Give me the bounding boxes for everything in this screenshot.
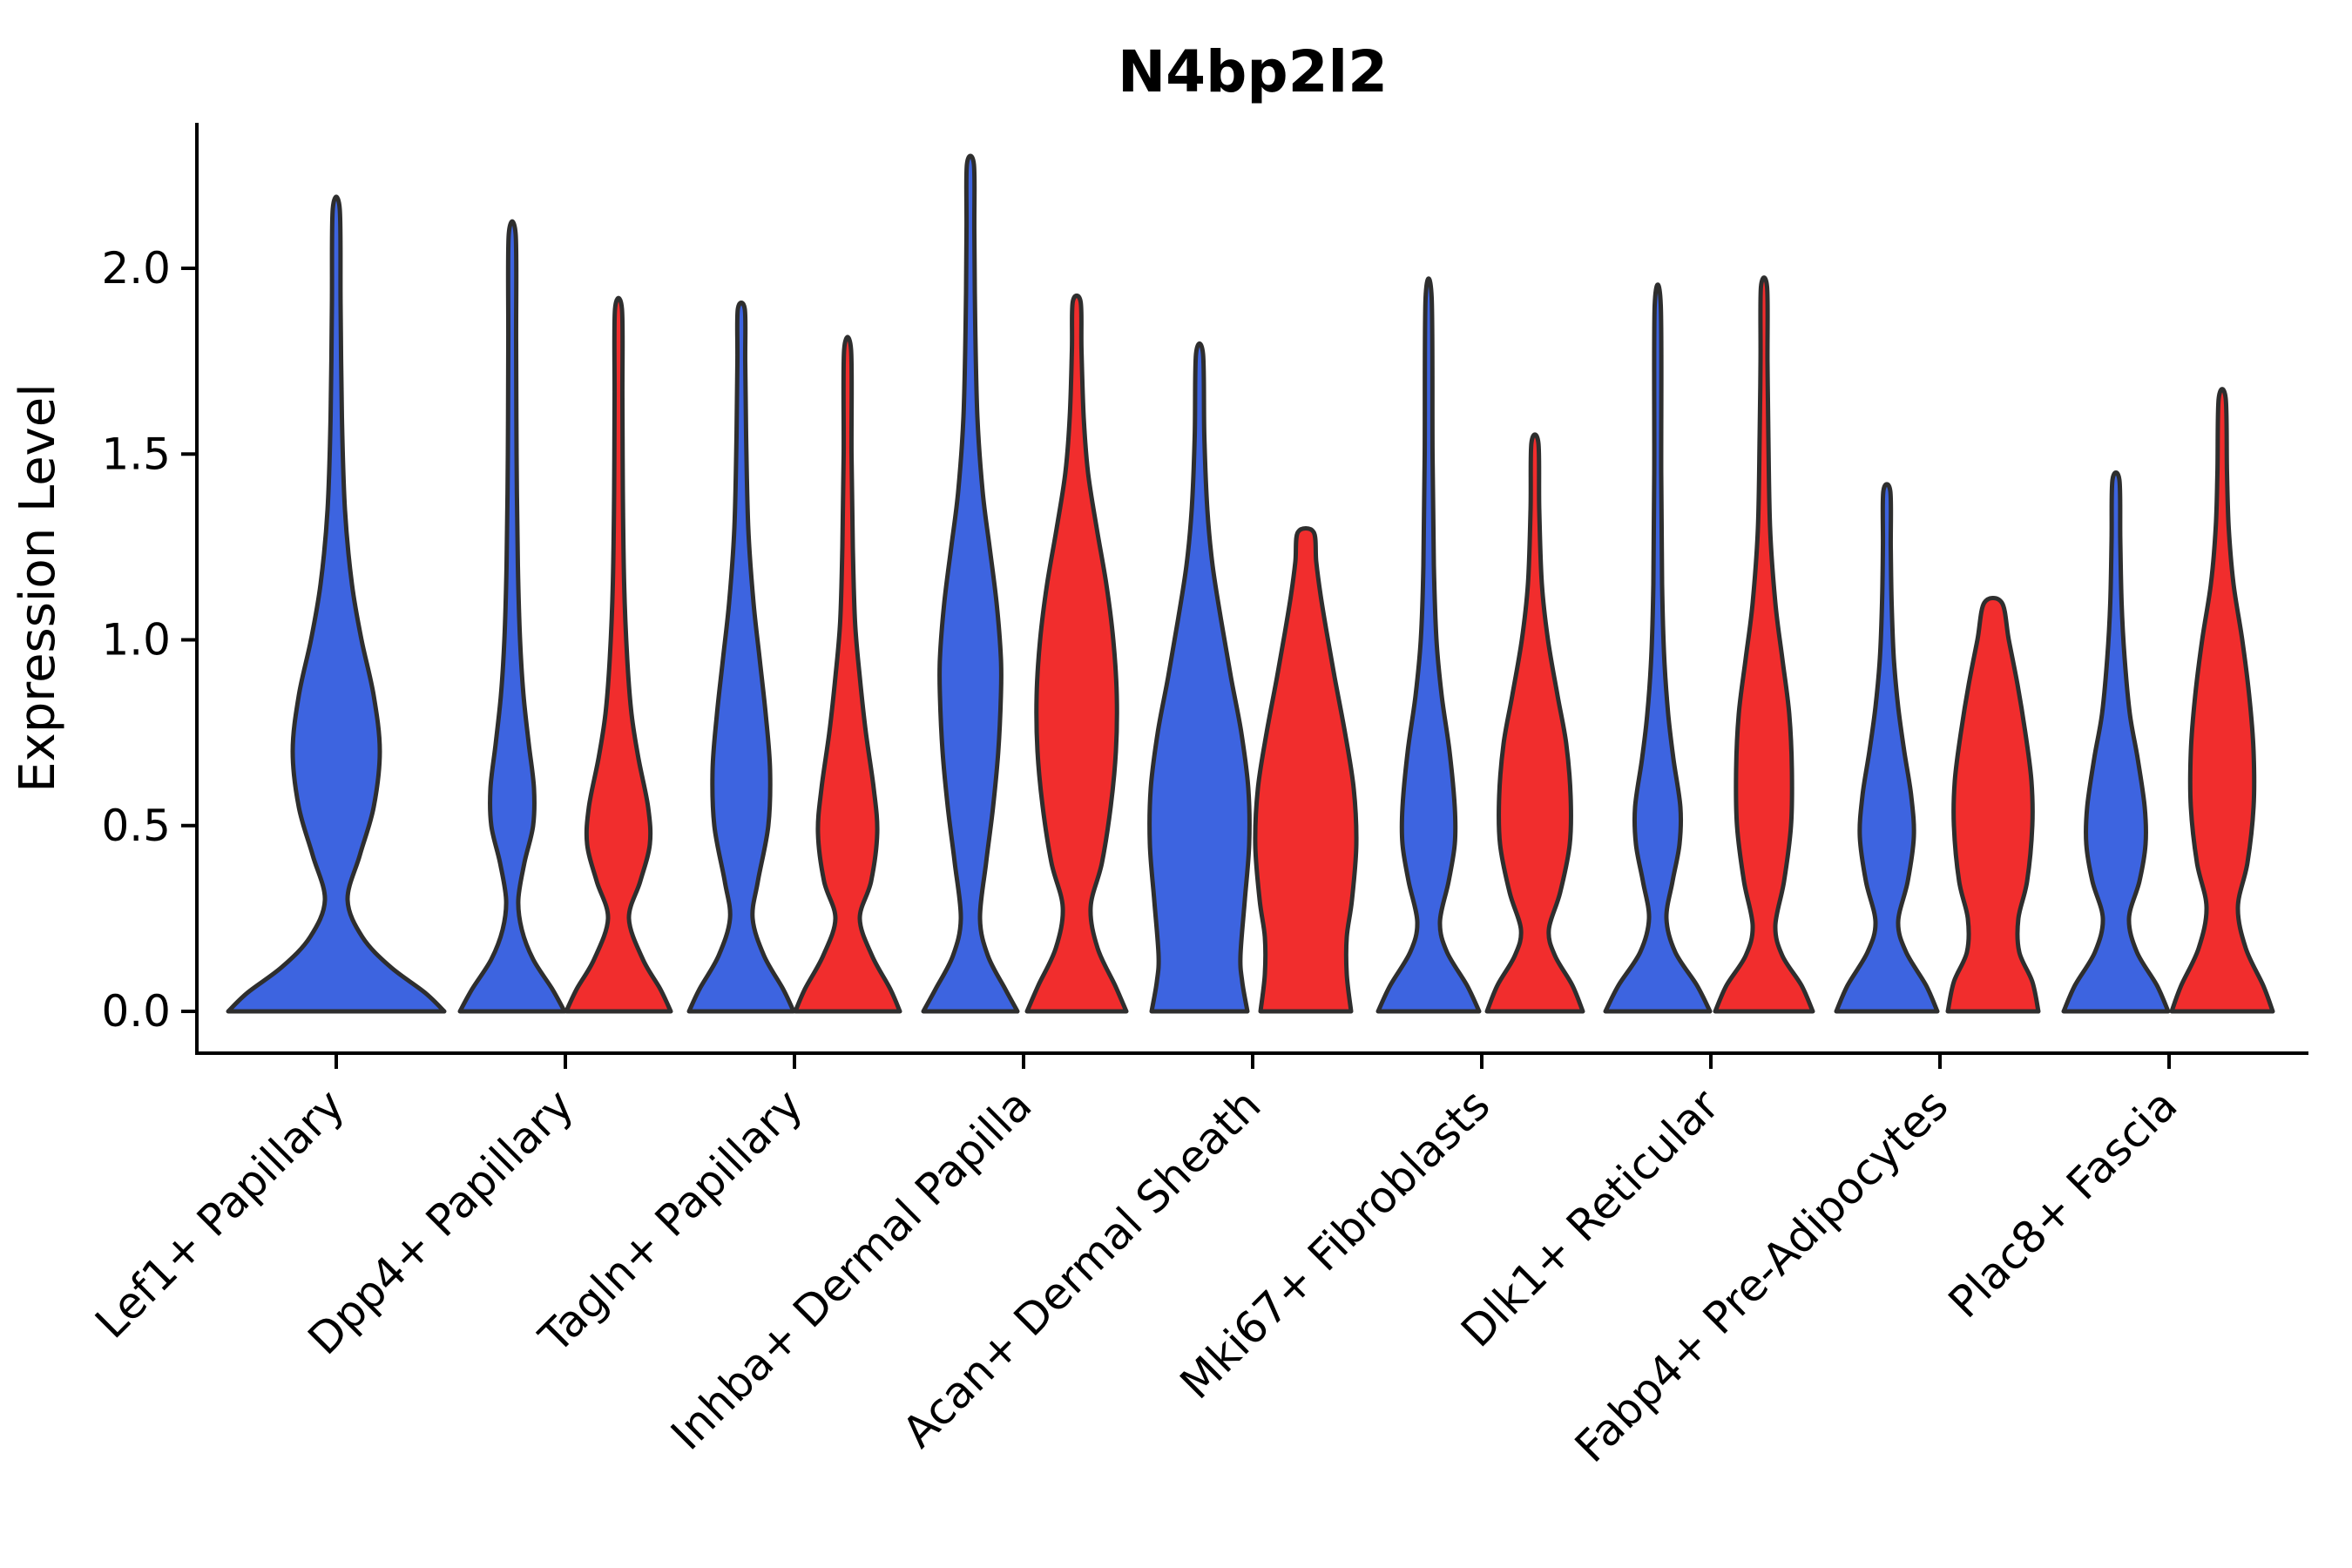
- violin-dlk1-reticular-blue: [1603, 282, 1713, 1014]
- violin-fabp4-pre-adipocytes-red: [1945, 595, 2041, 1014]
- violin-acan-dermal-sheath-blue: [1147, 341, 1252, 1014]
- violin-tagln-papillary-blue: [686, 300, 796, 1014]
- y-tick-label-0.5: 0.5: [101, 801, 171, 851]
- violin-plac8-fascia-blue: [2061, 470, 2171, 1014]
- violin-tagln-papillary-red: [793, 335, 902, 1014]
- y-tick-label-2.0: 2.0: [101, 243, 171, 294]
- violin-plac8-fascia-red: [2169, 387, 2275, 1014]
- violin-lef1-papillary-blue: [226, 194, 447, 1014]
- plot-title: N4bp2l2: [1118, 38, 1388, 105]
- violin-inhba-dermal-papilla-red: [1024, 294, 1129, 1014]
- violin-acan-dermal-sheath-red: [1253, 526, 1359, 1014]
- y-axis-label: Expression Level: [10, 383, 66, 793]
- x-category-label-fabp4-pre-adipocytes: Fabp4+ Pre-Adipocytes: [1565, 1079, 1958, 1472]
- x-category-label-lef1-papillary: Lef1+ Papillary: [85, 1079, 354, 1348]
- y-tick-label-1.0: 1.0: [101, 615, 171, 666]
- violin-mki67-fibroblasts-blue: [1375, 276, 1482, 1014]
- violin-inhba-dermal-papilla-blue: [921, 153, 1020, 1014]
- violin-dpp4-papillary-blue: [457, 219, 567, 1014]
- y-tick-label-0.0: 0.0: [101, 986, 171, 1037]
- violin-dlk1-reticular-red: [1713, 275, 1815, 1014]
- violins-layer: [226, 153, 2275, 1014]
- violin-fabp4-pre-adipocytes-blue: [1834, 482, 1940, 1014]
- violin-mki67-fibroblasts-red: [1484, 432, 1585, 1014]
- x-category-label-plac8-fascia: Plac8+ Fascia: [1939, 1079, 2187, 1328]
- y-tick-label-1.5: 1.5: [101, 429, 171, 479]
- violin-dpp4-papillary-red: [564, 295, 673, 1014]
